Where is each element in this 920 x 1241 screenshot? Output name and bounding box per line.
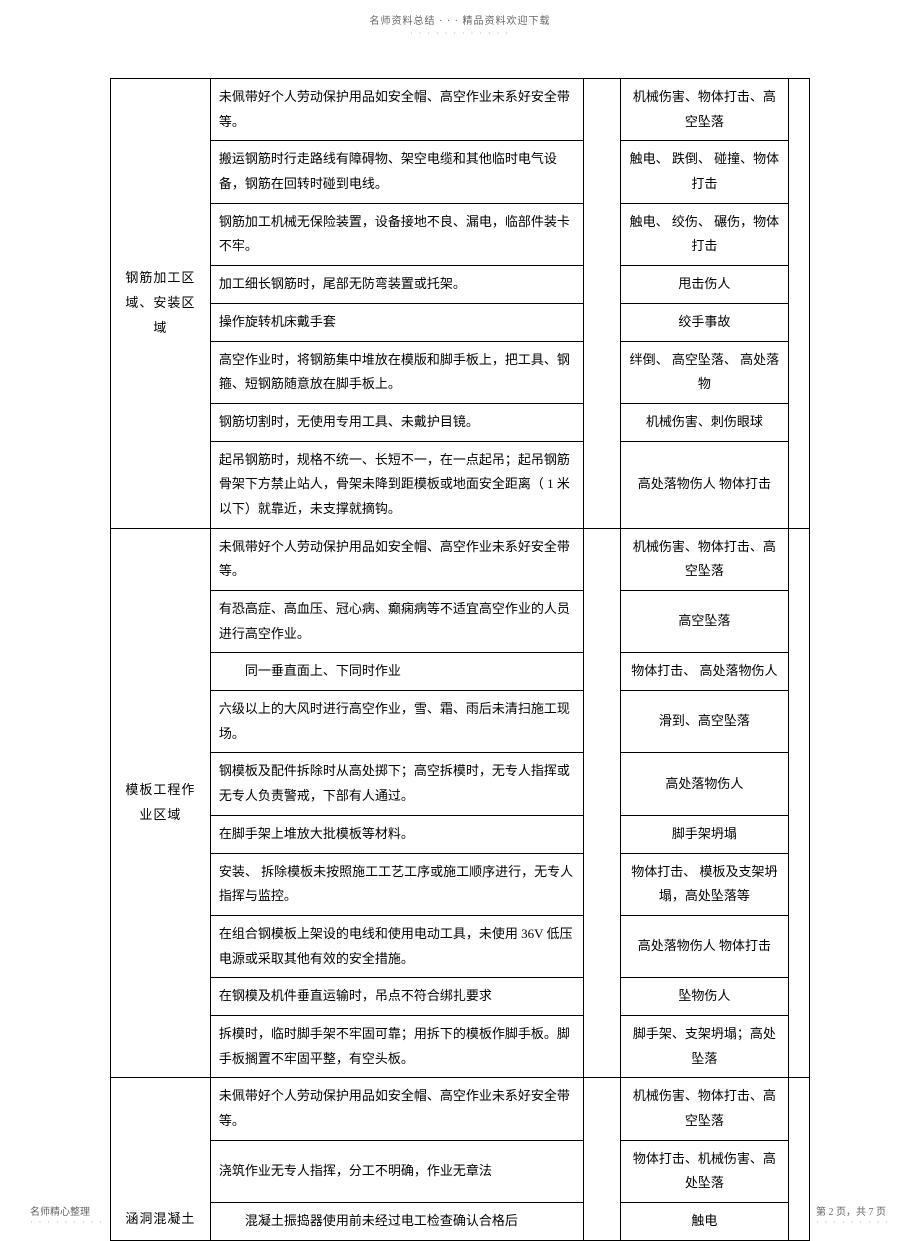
tail-cell <box>788 528 809 1078</box>
description-cell: 在组合钢模板上架设的电线和使用电动工具，未使用 36V 低压电源或采取其他有效的… <box>210 915 583 977</box>
table-row: 有恐高症、高血压、冠心病、癫痫病等不适宜高空作业的人员进行高空作业。高空坠落 <box>111 591 810 653</box>
category-cell: 钢筋加工区域、安装区域 <box>111 79 211 529</box>
footer-right-text: 第 2 页，共 7 页 <box>816 1207 886 1218</box>
risk-cell: 高处落物伤人 物体打击 <box>620 441 788 528</box>
risk-cell: 脚手架、支架坍塌；高处坠落 <box>620 1015 788 1077</box>
risk-cell: 甩击伤人 <box>620 266 788 304</box>
table-row: 高空作业时，将钢筋集中堆放在模版和脚手板上，把工具、钢箍、短钢筋随意放在脚手板上… <box>111 341 810 403</box>
table-row: 搬运钢筋时行走路线有障碍物、架空电缆和其他临时电气设备，钢筋在回转时碰到电线。触… <box>111 141 810 203</box>
table-row: 在脚手架上堆放大批模板等材料。脚手架坍塌 <box>111 815 810 853</box>
table-row: 操作旋转机床戴手套绞手事故 <box>111 303 810 341</box>
description-cell: 钢筋切割时，无使用专用工具、未戴护目镜。 <box>210 403 583 441</box>
risk-cell: 机械伤害、物体打击、高空坠落 <box>620 528 788 590</box>
table-row: 混凝土振捣器使用前未经过电工检查确认合格后触电 <box>111 1203 810 1241</box>
header-title: 名师资料总结 · · · 精品资料欢迎下载 <box>370 16 551 27</box>
description-cell: 未佩带好个人劳动保护用品如安全帽、高空作业未系好安全带等。 <box>210 79 583 141</box>
footer-right: 第 2 页，共 7 页 · · · · · · · · · <box>816 1203 890 1227</box>
table-row: 在组合钢模板上架设的电线和使用电动工具，未使用 36V 低压电源或采取其他有效的… <box>111 915 810 977</box>
risk-cell: 机械伤害、刺伤眼球 <box>620 403 788 441</box>
risk-cell: 触电、 跌倒、 碰撞、物体打击 <box>620 141 788 203</box>
footer-left: 名师精心整理 · · · · · · · · · <box>30 1203 104 1227</box>
risk-cell: 物体打击、 模板及支架坍塌，高处坠落等 <box>620 853 788 915</box>
description-cell: 高空作业时，将钢筋集中堆放在模版和脚手板上，把工具、钢箍、短钢筋随意放在脚手板上… <box>210 341 583 403</box>
footer-left-text: 名师精心整理 <box>30 1207 90 1218</box>
tail-cell <box>788 79 809 529</box>
risk-cell: 物体打击、机械伤害、高处坠落 <box>620 1140 788 1202</box>
table-row: 在钢模及机件垂直运输时，吊点不符合绑扎要求坠物伤人 <box>111 978 810 1016</box>
table-row: 钢模板及配件拆除时从高处掷下；高空拆模时，无专人指挥或无专人负责警戒，下部有人通… <box>111 753 810 815</box>
risk-cell: 机械伤害、物体打击、高空坠落 <box>620 79 788 141</box>
risk-cell: 坠物伤人 <box>620 978 788 1016</box>
table-row: 模板工程作业区域未佩带好个人劳动保护用品如安全帽、高空作业未系好安全带等。机械伤… <box>111 528 810 590</box>
description-cell: 在钢模及机件垂直运输时，吊点不符合绑扎要求 <box>210 978 583 1016</box>
table-row: 拆模时，临时脚手架不牢固可靠；用拆下的模板作脚手板。脚手板搁置不牢固平整，有空头… <box>111 1015 810 1077</box>
description-cell: 拆模时，临时脚手架不牢固可靠；用拆下的模板作脚手板。脚手板搁置不牢固平整，有空头… <box>210 1015 583 1077</box>
spacer-cell <box>583 79 620 529</box>
risk-cell: 高空坠落 <box>620 591 788 653</box>
header-dots: · · · · · · · · · · · · <box>0 29 920 38</box>
description-cell: 搬运钢筋时行走路线有障碍物、架空电缆和其他临时电气设备，钢筋在回转时碰到电线。 <box>210 141 583 203</box>
table-row: 安装、 拆除模板未按照施工工艺工序或施工顺序进行，无专人指挥与监控。物体打击、 … <box>111 853 810 915</box>
risk-cell: 高处落物伤人 <box>620 753 788 815</box>
risk-cell: 绞手事故 <box>620 303 788 341</box>
description-cell: 安装、 拆除模板未按照施工工艺工序或施工顺序进行，无专人指挥与监控。 <box>210 853 583 915</box>
tail-cell <box>788 1078 809 1240</box>
description-cell: 混凝土振捣器使用前未经过电工检查确认合格后 <box>210 1203 583 1241</box>
description-cell: 加工细长钢筋时，尾部无防弯装置或托架。 <box>210 266 583 304</box>
table-row: 六级以上的大风时进行高空作业，雪、霜、雨后未清扫施工现场。滑到、高空坠落 <box>111 691 810 753</box>
description-cell: 起吊钢筋时，规格不统一、长短不一，在一点起吊；起吊钢筋骨架下方禁止站人，骨架未降… <box>210 441 583 528</box>
category-cell: 模板工程作业区域 <box>111 528 211 1078</box>
table-row: 浇筑作业无专人指挥，分工不明确，作业无章法物体打击、机械伤害、高处坠落 <box>111 1140 810 1202</box>
description-cell: 未佩带好个人劳动保护用品如安全帽、高空作业未系好安全带等。 <box>210 528 583 590</box>
hazard-table: 钢筋加工区域、安装区域未佩带好个人劳动保护用品如安全帽、高空作业未系好安全带等。… <box>110 78 810 1241</box>
table-row: 同一垂直面上、下同时作业物体打击、 高处落物伤人 <box>111 653 810 691</box>
spacer-cell <box>583 1078 620 1240</box>
spacer-cell <box>583 528 620 1078</box>
description-cell: 同一垂直面上、下同时作业 <box>210 653 583 691</box>
page-header: 名师资料总结 · · · 精品资料欢迎下载 <box>0 0 920 27</box>
table-row: 钢筋切割时，无使用专用工具、未戴护目镜。机械伤害、刺伤眼球 <box>111 403 810 441</box>
description-cell: 浇筑作业无专人指挥，分工不明确，作业无章法 <box>210 1140 583 1202</box>
table-row: 钢筋加工机械无保险装置，设备接地不良、漏电，临部件装卡不牢。触电、 绞伤、 碾伤… <box>111 203 810 265</box>
risk-cell: 物体打击、 高处落物伤人 <box>620 653 788 691</box>
footer-left-dots: · · · · · · · · · <box>30 1218 104 1227</box>
table-row: 涵洞混凝土未佩带好个人劳动保护用品如安全帽、高空作业未系好安全带等。机械伤害、物… <box>111 1078 810 1140</box>
risk-cell: 绊倒、 高空坠落、 高处落物 <box>620 341 788 403</box>
description-cell: 在脚手架上堆放大批模板等材料。 <box>210 815 583 853</box>
risk-cell: 机械伤害、物体打击、高空坠落 <box>620 1078 788 1140</box>
description-cell: 六级以上的大风时进行高空作业，雪、霜、雨后未清扫施工现场。 <box>210 691 583 753</box>
risk-cell: 脚手架坍塌 <box>620 815 788 853</box>
description-cell: 操作旋转机床戴手套 <box>210 303 583 341</box>
table-row: 加工细长钢筋时，尾部无防弯装置或托架。甩击伤人 <box>111 266 810 304</box>
risk-cell: 触电 <box>620 1203 788 1241</box>
table-row: 起吊钢筋时，规格不统一、长短不一，在一点起吊；起吊钢筋骨架下方禁止站人，骨架未降… <box>111 441 810 528</box>
description-cell: 未佩带好个人劳动保护用品如安全帽、高空作业未系好安全带等。 <box>210 1078 583 1140</box>
risk-cell: 高处落物伤人 物体打击 <box>620 915 788 977</box>
risk-cell: 触电、 绞伤、 碾伤，物体打击 <box>620 203 788 265</box>
description-cell: 有恐高症、高血压、冠心病、癫痫病等不适宜高空作业的人员进行高空作业。 <box>210 591 583 653</box>
description-cell: 钢筋加工机械无保险装置，设备接地不良、漏电，临部件装卡不牢。 <box>210 203 583 265</box>
footer-right-dots: · · · · · · · · · <box>816 1218 890 1227</box>
risk-cell: 滑到、高空坠落 <box>620 691 788 753</box>
category-cell: 涵洞混凝土 <box>111 1078 211 1240</box>
description-cell: 钢模板及配件拆除时从高处掷下；高空拆模时，无专人指挥或无专人负责警戒，下部有人通… <box>210 753 583 815</box>
table-row: 钢筋加工区域、安装区域未佩带好个人劳动保护用品如安全帽、高空作业未系好安全带等。… <box>111 79 810 141</box>
